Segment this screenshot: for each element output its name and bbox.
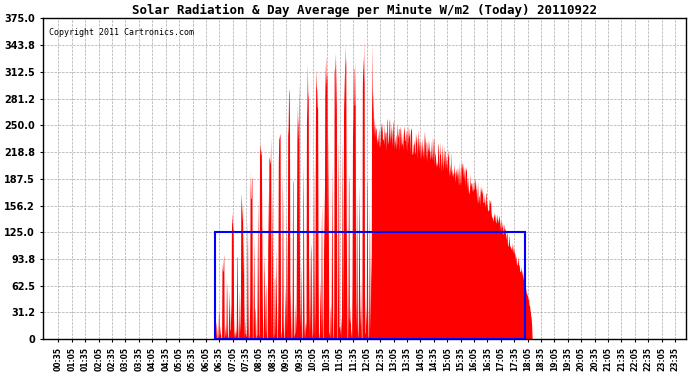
Text: Copyright 2011 Cartronics.com: Copyright 2011 Cartronics.com — [49, 28, 195, 37]
Title: Solar Radiation & Day Average per Minute W/m2 (Today) 20110922: Solar Radiation & Day Average per Minute… — [132, 4, 597, 17]
Bar — [215, 232, 525, 339]
